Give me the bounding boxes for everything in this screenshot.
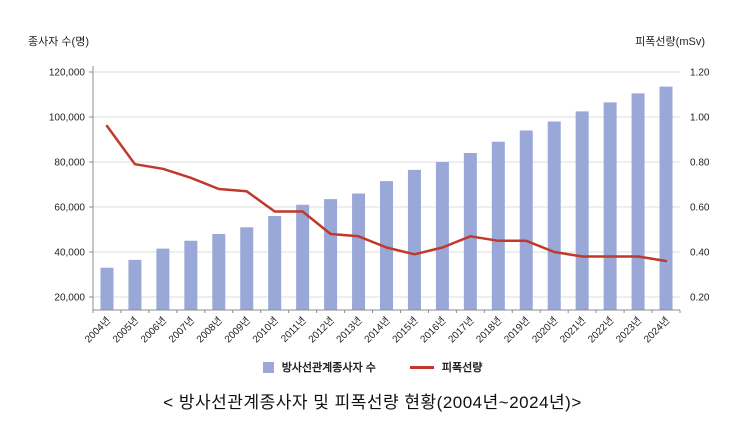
svg-text:2019년: 2019년 — [502, 315, 533, 346]
svg-text:2013년: 2013년 — [334, 315, 365, 346]
svg-text:2007년: 2007년 — [166, 315, 197, 346]
legend-bar-label: 방사선관계종사자 수 — [281, 362, 376, 374]
right-axis-title: 피폭선량(mSv) — [635, 36, 705, 48]
chart-caption: < 방사선관계종사자 및 피폭선량 현황(2004년~2024년)> — [163, 393, 582, 412]
svg-text:2024년: 2024년 — [641, 315, 672, 346]
svg-text:2004년: 2004년 — [82, 315, 113, 346]
legend-bar-swatch — [262, 361, 274, 373]
svg-text:2015년: 2015년 — [390, 315, 421, 346]
svg-text:2023년: 2023년 — [613, 315, 644, 346]
svg-text:2012년: 2012년 — [306, 315, 337, 346]
svg-text:2014년: 2014년 — [362, 315, 393, 346]
svg-text:2009년: 2009년 — [222, 315, 253, 346]
svg-text:2022년: 2022년 — [586, 315, 617, 346]
legend-line-swatch — [409, 365, 434, 369]
svg-text:2010년: 2010년 — [250, 315, 281, 346]
svg-text:1.20: 1.20 — [690, 68, 710, 79]
combo-chart: 20,000 0.20 40,000 0.40 60,000 0.60 80,000 0.80… — [49, 66, 710, 346]
svg-text:100,000: 100,000 — [49, 113, 86, 124]
svg-text:20,000: 20,000 — [54, 293, 85, 304]
svg-text:120,000: 120,000 — [49, 68, 86, 79]
svg-text:2006년: 2006년 — [138, 315, 169, 346]
svg-text:60,000: 60,000 — [54, 203, 85, 214]
svg-text:2016년: 2016년 — [418, 315, 449, 346]
svg-text:0.20: 0.20 — [690, 293, 710, 304]
svg-text:2008년: 2008년 — [194, 315, 225, 346]
svg-text:2021년: 2021년 — [558, 315, 589, 346]
legend-line-label: 피폭선량 — [441, 362, 483, 374]
svg-text:2011년: 2011년 — [279, 315, 309, 345]
left-axis-title: 종사자 수(명) — [28, 36, 89, 48]
svg-text:0.40: 0.40 — [690, 248, 710, 259]
svg-text:2017년: 2017년 — [446, 315, 477, 346]
legend: 방사선관계종사자 수 피폭선량 — [0, 358, 745, 376]
svg-text:0.60: 0.60 — [690, 203, 710, 214]
svg-text:40,000: 40,000 — [54, 248, 85, 259]
svg-text:2020년: 2020년 — [530, 315, 561, 346]
svg-text:0.80: 0.80 — [690, 158, 710, 169]
svg-text:1.00: 1.00 — [690, 113, 710, 124]
svg-text:2018년: 2018년 — [474, 315, 505, 346]
svg-text:2005년: 2005년 — [110, 315, 141, 346]
svg-text:80,000: 80,000 — [54, 158, 85, 169]
